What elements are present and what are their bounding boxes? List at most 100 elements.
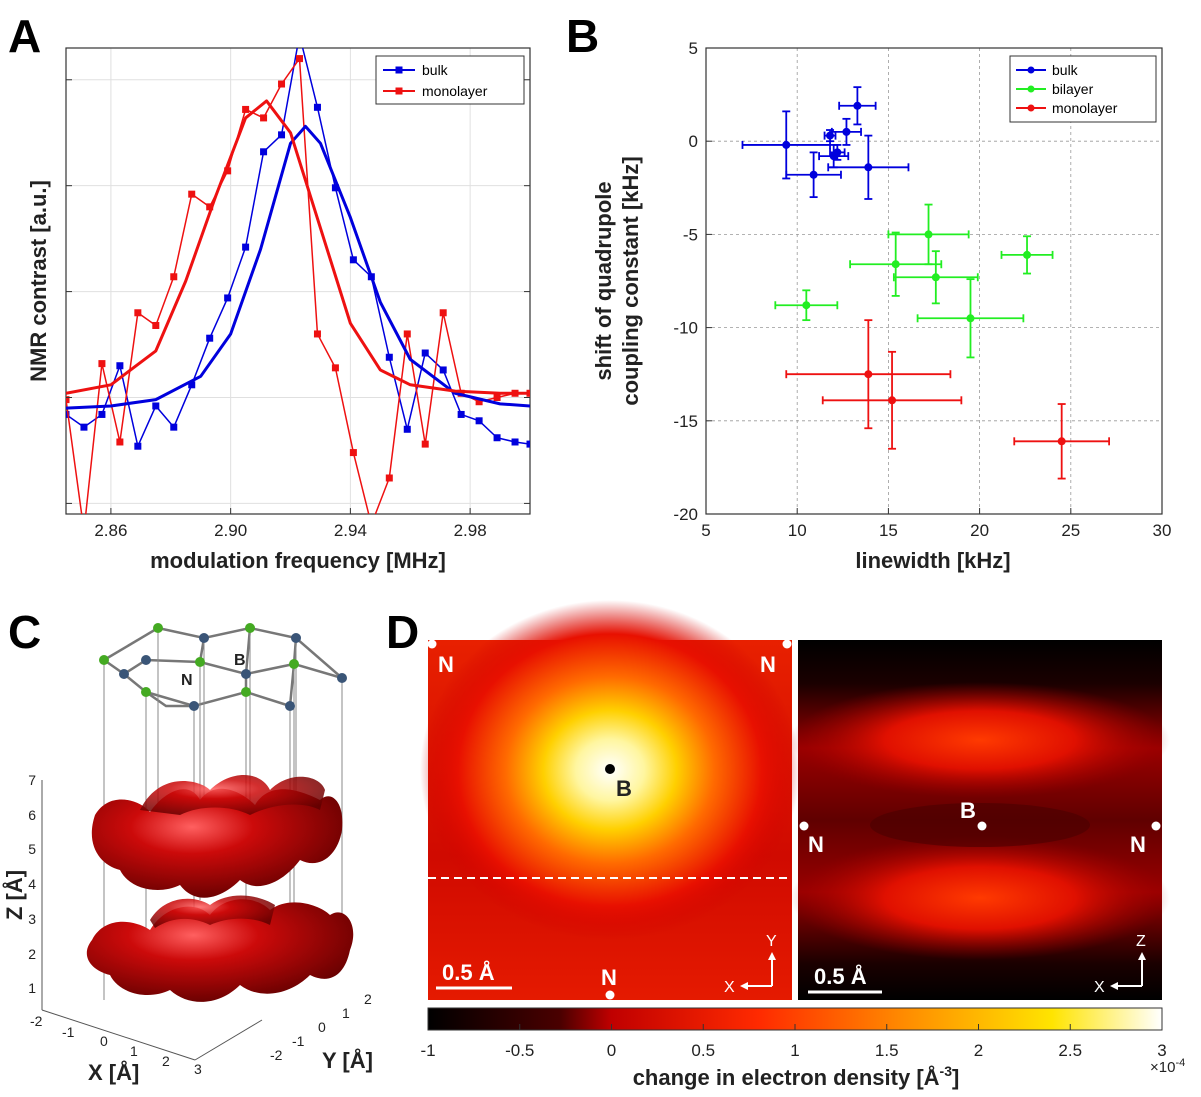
chart-b-point-bulk [829,144,846,161]
svg-text:3: 3 [28,911,36,927]
chart-a-point [242,243,250,251]
chart-a-legend: bulk monolayer [375,55,525,105]
svg-text:1: 1 [130,1043,138,1059]
chart-b-marker [802,301,811,310]
chart-a-point [526,440,530,448]
chart-b-point-bulk [785,151,842,199]
colorbar-tick-label: -1 [420,1041,435,1060]
nitrogen-atom [119,669,129,679]
chart-b-marker [864,163,873,172]
chart-a-point [116,362,124,370]
chart-a-point [421,349,429,357]
chart-a-point [511,438,519,446]
legend-a-bulk: bulk [422,62,449,78]
svg-text:0: 0 [100,1033,108,1049]
map-right-scalebar: 0.5 Å [814,963,867,989]
chart-b-marker [891,260,900,269]
chart-b-marker [864,370,873,379]
map-left-axis-x: X [724,979,735,996]
svg-text:1: 1 [28,980,36,996]
chart-a-point [134,442,142,450]
chart-b-marker [924,230,933,239]
chart-a-point [80,423,88,431]
colorbar-tick-label: 1 [790,1041,799,1060]
chart-a-point [368,521,375,528]
boron-atom [195,657,205,667]
svg-text:5: 5 [28,841,36,857]
colorbar-tick-label: 2 [974,1041,983,1060]
chart-a-point [260,114,268,122]
chart-a-point [439,309,447,317]
panel-c-3d-density: N B 7 6 5 4 3 2 1 -2 -1 0 1 2 3 -2 -1 [1,623,373,1085]
chart-a-point [457,410,465,418]
boron-atom [141,687,151,697]
nitrogen-atom [291,633,301,643]
chart-a-point [278,80,286,88]
chart-a-point [188,190,196,198]
chart-a-xtick-label: 2.94 [334,521,367,540]
chart-b-point-bulk [830,117,862,146]
svg-text:7: 7 [28,772,36,788]
map-left-n-topright: N [760,652,776,677]
chart-b-ylabel-line1: shift of quadrupole [591,181,616,380]
chart-b-ytick-label: -10 [673,319,698,338]
boron-atom [153,623,163,633]
map-left-scalebar: 0.5 Å [442,959,495,985]
chart-b-point-bilayer [892,250,979,305]
chart-a-point [152,321,160,329]
chart-b-marker [782,140,791,149]
chart-a-point [385,353,393,361]
chart-b-point-bulk [838,86,877,126]
chart-b-legend: bulk bilayer monolayer [1009,55,1157,123]
map-left-b: B [616,776,632,801]
legend-a-monolayer: monolayer [422,83,488,99]
panel-c-yticks: -2 -1 0 1 2 [270,991,372,1063]
svg-text:2: 2 [162,1053,170,1069]
chart-a-xtick-label: 2.90 [214,521,247,540]
lattice-atoms [99,623,347,711]
colorbar-tick-label: 1.5 [875,1041,899,1060]
legend-b-monolayer: monolayer [1052,100,1118,116]
chart-a-ylabel: NMR contrast [a.u.] [26,180,51,382]
chart-a-point [80,527,87,534]
chart-a-point [296,32,303,39]
chart-b-point-monolayer [1013,403,1111,480]
chart-b-point-bilayer [916,278,1025,359]
panel-letter-d: D [386,606,419,658]
map-right-n-left: N [808,832,824,857]
chart-b-marker [888,396,897,405]
chart-b-marker [842,127,851,136]
chart-a-point [170,423,178,431]
chart-a-point [331,184,339,192]
density-map-xz: B N N 0.5 Å Z X [790,640,1170,1000]
chart-b-point-bilayer [849,231,943,297]
panel-c-axes [41,780,263,1061]
chart-a-series-line [66,124,530,410]
chart-a-series-line [66,57,530,514]
lattice-label-b: B [234,652,246,669]
chart-b-marker [1023,250,1032,259]
chart-a-xlabel: modulation frequency [MHz] [150,548,446,573]
chart-a-point [313,330,321,338]
colorbar: -1 -0.5 0 0.5 1 1.5 2 2.5 3 ×10-4 change in elec… [420,1007,1185,1090]
chart-b-marker [1057,437,1066,446]
chart-a-point [260,148,268,156]
panel-c-zticks: 7 6 5 4 3 2 1 [28,772,36,996]
chart-b-ytick-label: 5 [689,39,698,58]
panel-c-zlabel: Z [Å] [1,870,27,920]
colorbar-label: change in electron density [Å-3] [633,1063,960,1090]
boron-atom [245,623,255,633]
svg-text:4: 4 [28,876,36,892]
chart-b-frame [705,47,1163,515]
map-right-axis-z: Z [1136,933,1146,950]
svg-text:6: 6 [28,807,36,823]
nitrogen-atom [189,701,199,711]
chart-a-xtick-label: 2.98 [454,521,487,540]
panel-letter-a: A [8,10,41,62]
panel-c-xlabel: X [Å] [88,1059,139,1085]
map-right-n-right: N [1130,832,1146,857]
chart-b-marker [853,101,862,110]
boron-atom [241,687,251,697]
density-isosurface-upper [91,775,343,898]
